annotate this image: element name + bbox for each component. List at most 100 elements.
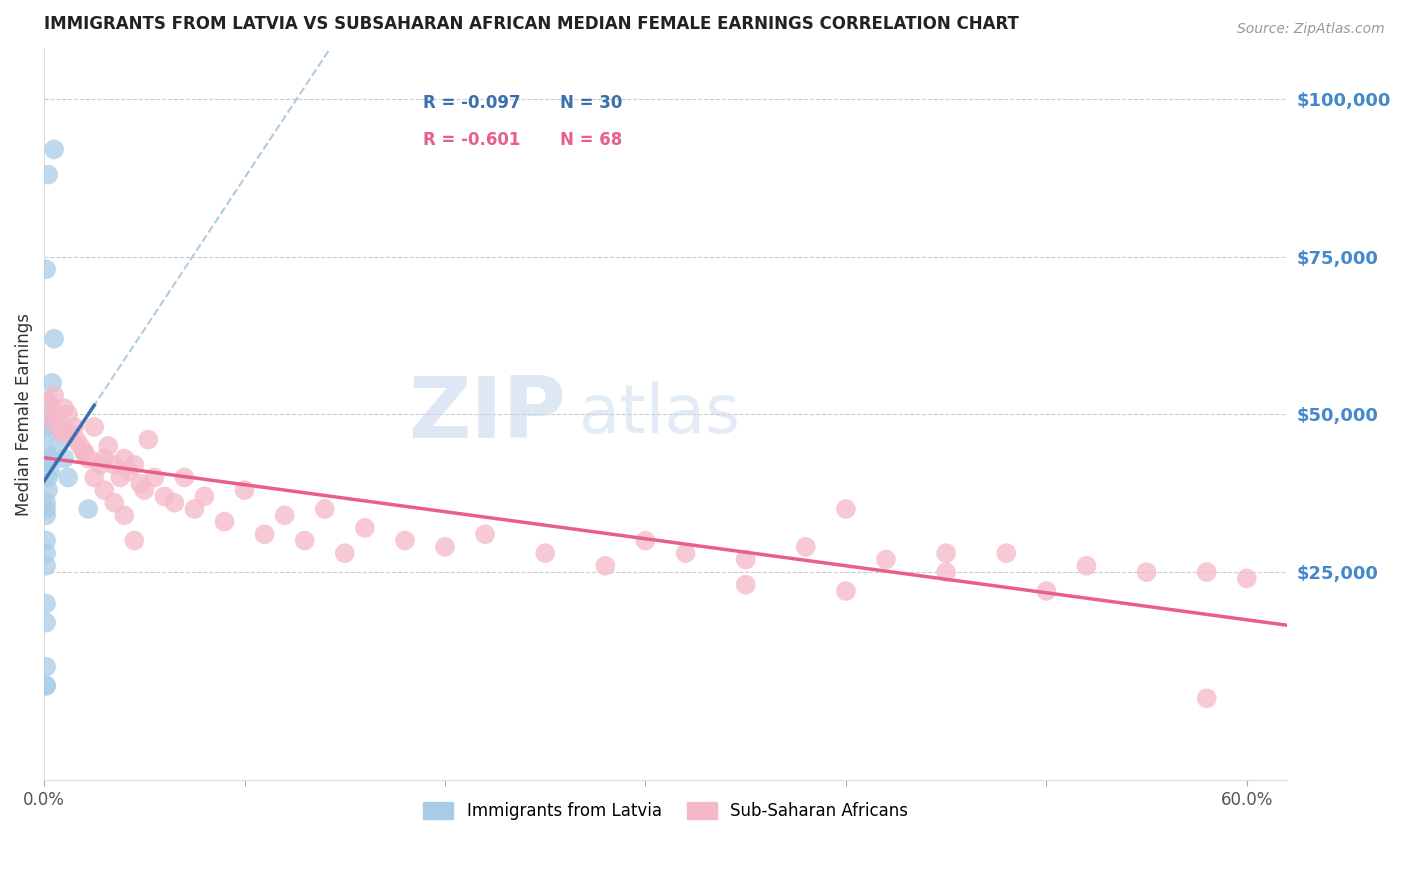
Point	[51, 426, 73, 441]
Point	[35, 502, 58, 516]
Point	[117, 464, 139, 478]
Point	[97, 439, 120, 453]
Point	[59, 426, 82, 441]
Text: N = 68: N = 68	[560, 131, 621, 149]
Point	[56, 408, 79, 422]
Point	[734, 552, 756, 566]
Point	[41, 376, 63, 390]
Point	[935, 546, 957, 560]
Point	[193, 489, 215, 503]
Point	[103, 496, 125, 510]
Point	[35, 458, 58, 472]
Point	[734, 578, 756, 592]
Point	[35, 420, 58, 434]
Point	[83, 420, 105, 434]
Point	[65, 433, 87, 447]
Point	[995, 546, 1018, 560]
Point	[69, 439, 91, 453]
Text: N = 30: N = 30	[560, 95, 623, 112]
Point	[153, 489, 176, 503]
Point	[634, 533, 657, 548]
Point	[835, 584, 858, 599]
Point	[35, 445, 58, 459]
Point	[835, 502, 858, 516]
Point	[595, 558, 617, 573]
Point	[77, 502, 100, 516]
Point	[89, 458, 111, 472]
Point	[93, 451, 115, 466]
Point	[138, 433, 160, 447]
Point	[53, 401, 76, 415]
Point	[253, 527, 276, 541]
Point	[37, 483, 59, 497]
Point	[124, 533, 146, 548]
Y-axis label: Median Female Earnings: Median Female Earnings	[15, 313, 32, 516]
Point	[63, 420, 86, 434]
Point	[143, 470, 166, 484]
Point	[56, 470, 79, 484]
Point	[73, 445, 96, 459]
Point	[935, 565, 957, 579]
Point	[35, 558, 58, 573]
Point	[1035, 584, 1057, 599]
Text: atlas: atlas	[578, 382, 740, 448]
Point	[41, 414, 63, 428]
Point	[49, 420, 72, 434]
Point	[73, 445, 96, 459]
Point	[675, 546, 697, 560]
Point	[39, 464, 62, 478]
Point	[37, 451, 59, 466]
Point	[35, 408, 58, 422]
Point	[35, 426, 58, 441]
Point	[353, 521, 375, 535]
Point	[44, 388, 66, 402]
Point	[173, 470, 195, 484]
Point	[134, 483, 156, 497]
Point	[35, 679, 58, 693]
Point	[129, 476, 152, 491]
Legend: Immigrants from Latvia, Sub-Saharan Africans: Immigrants from Latvia, Sub-Saharan Afri…	[416, 796, 914, 827]
Point	[46, 439, 69, 453]
Point	[44, 332, 66, 346]
Point	[35, 659, 58, 673]
Point	[37, 394, 59, 409]
Point	[1076, 558, 1098, 573]
Point	[103, 458, 125, 472]
Point	[110, 470, 132, 484]
Point	[794, 540, 817, 554]
Point	[314, 502, 336, 516]
Point	[394, 533, 416, 548]
Point	[35, 508, 58, 523]
Point	[93, 483, 115, 497]
Point	[333, 546, 356, 560]
Point	[183, 502, 205, 516]
Point	[214, 515, 236, 529]
Text: Source: ZipAtlas.com: Source: ZipAtlas.com	[1237, 22, 1385, 37]
Point	[1135, 565, 1157, 579]
Text: R = -0.601: R = -0.601	[423, 131, 520, 149]
Point	[474, 527, 496, 541]
Point	[1195, 691, 1218, 706]
Text: IMMIGRANTS FROM LATVIA VS SUBSAHARAN AFRICAN MEDIAN FEMALE EARNINGS CORRELATION : IMMIGRANTS FROM LATVIA VS SUBSAHARAN AFR…	[44, 15, 1019, 33]
Point	[77, 451, 100, 466]
Point	[273, 508, 295, 523]
Point	[434, 540, 457, 554]
Point	[53, 451, 76, 466]
Point	[35, 615, 58, 630]
Point	[112, 508, 135, 523]
Point	[37, 470, 59, 484]
Point	[35, 546, 58, 560]
Point	[1236, 571, 1258, 585]
Point	[35, 496, 58, 510]
Point	[875, 552, 897, 566]
Point	[112, 451, 135, 466]
Point	[83, 470, 105, 484]
Point	[35, 679, 58, 693]
Point	[45, 408, 67, 422]
Point	[233, 483, 256, 497]
Point	[1195, 565, 1218, 579]
Point	[534, 546, 557, 560]
Point	[124, 458, 146, 472]
Point	[35, 597, 58, 611]
Point	[35, 262, 58, 277]
